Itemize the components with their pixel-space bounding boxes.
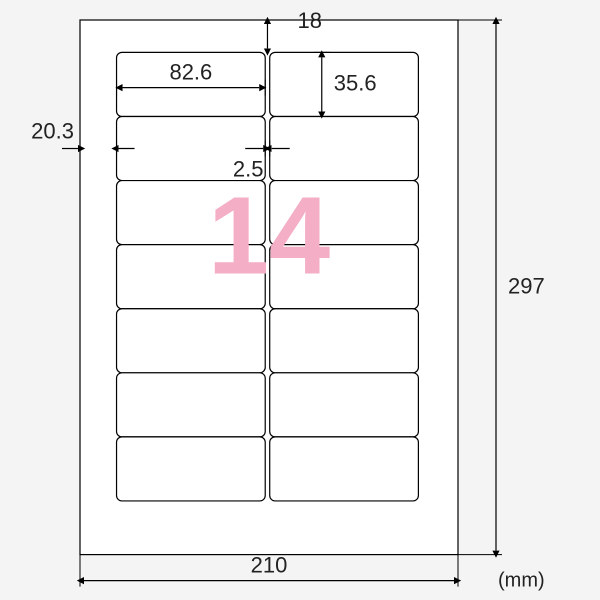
unit-label: (mm) — [498, 570, 545, 592]
dimension-text: 82.6 — [169, 60, 212, 85]
label-cell — [117, 437, 266, 501]
dimension-text: 297 — [508, 273, 545, 298]
dimension-text: 20.3 — [31, 119, 74, 144]
label-cell — [270, 116, 419, 180]
label-cell — [117, 373, 266, 437]
label-cell — [117, 309, 266, 373]
dimension-text: 2.5 — [233, 157, 264, 182]
label-cell — [270, 373, 419, 437]
label-cell — [270, 437, 419, 501]
label-cell — [270, 309, 419, 373]
dimension-text: 18 — [297, 8, 321, 33]
dimension-text: 35.6 — [334, 70, 377, 95]
dimension-text: 210 — [251, 553, 288, 578]
label-count: 14 — [208, 175, 330, 298]
